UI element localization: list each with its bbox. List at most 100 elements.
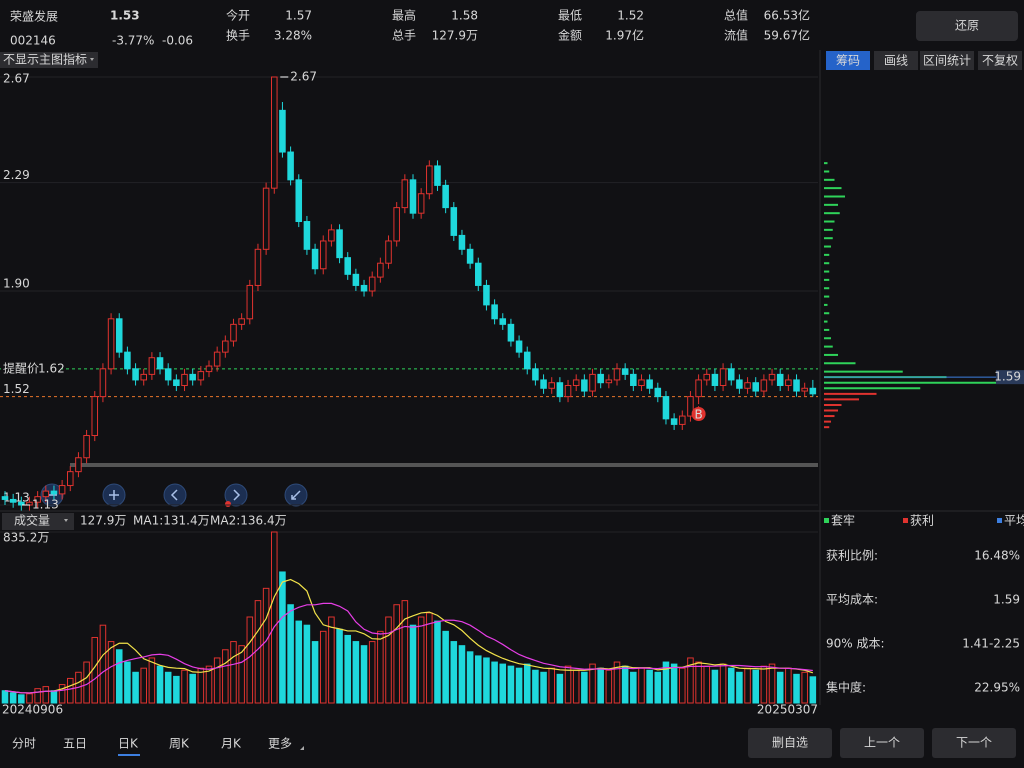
volume-bar bbox=[523, 663, 531, 704]
volume-current: 127.9万 bbox=[80, 514, 126, 528]
volume-bar bbox=[140, 667, 147, 704]
restore-label: 还原 bbox=[955, 19, 979, 33]
volume-bar bbox=[785, 667, 792, 704]
tab[interactable]: 分时 bbox=[12, 737, 36, 751]
candle-body bbox=[58, 485, 66, 495]
chip-stat-value: 1.41-2.25 bbox=[962, 637, 1020, 651]
stat-label: 今开 bbox=[226, 8, 250, 23]
candle-body bbox=[132, 368, 139, 381]
candle-body bbox=[662, 396, 670, 420]
volume-bar bbox=[597, 667, 604, 704]
candle-body bbox=[679, 415, 686, 425]
change-pct: -3.77% bbox=[112, 34, 154, 48]
candle-body bbox=[287, 151, 294, 181]
legend-swatch bbox=[903, 518, 908, 523]
volume-bar bbox=[662, 661, 670, 704]
y-tick-label: 2.67 bbox=[3, 72, 30, 86]
volume-bar bbox=[450, 641, 458, 704]
candle-body bbox=[744, 382, 751, 389]
tool-button[interactable] bbox=[978, 51, 1022, 70]
left[interactable] bbox=[163, 483, 187, 507]
volume-bar bbox=[744, 667, 751, 704]
volume-bar bbox=[752, 669, 759, 704]
signal-marker bbox=[691, 407, 706, 421]
candle-body bbox=[319, 240, 327, 270]
footer-button[interactable] bbox=[932, 728, 1016, 758]
volume-bar bbox=[336, 628, 343, 704]
volume-bar bbox=[703, 665, 711, 704]
tab[interactable]: 周K bbox=[169, 737, 190, 751]
volume-bar bbox=[328, 616, 335, 704]
candle-body bbox=[515, 340, 523, 353]
candle-body bbox=[499, 318, 507, 325]
candle-body bbox=[238, 318, 245, 325]
volume-bar bbox=[638, 667, 645, 704]
candle-body bbox=[450, 207, 458, 236]
volume-bar bbox=[491, 661, 498, 704]
volume-bar bbox=[99, 624, 107, 704]
volume-bar bbox=[589, 663, 596, 704]
candle-body bbox=[173, 379, 180, 386]
candle-body bbox=[230, 323, 237, 342]
candle-body bbox=[605, 379, 613, 384]
candle-body bbox=[621, 368, 629, 375]
caret bbox=[64, 519, 68, 522]
volume-bar bbox=[205, 665, 213, 704]
candle-body bbox=[760, 379, 768, 392]
volume-bar bbox=[564, 665, 572, 704]
stat-label: 金额 bbox=[558, 28, 582, 43]
volume-bar bbox=[466, 651, 474, 704]
candle-body bbox=[115, 318, 123, 353]
candle-body bbox=[703, 373, 711, 381]
candle-body bbox=[279, 109, 286, 153]
footer-button-label: 下一个 bbox=[956, 736, 992, 750]
candle-body bbox=[189, 373, 196, 381]
caret bbox=[90, 58, 94, 61]
tab[interactable]: 月K bbox=[221, 737, 242, 751]
volume-bar bbox=[254, 600, 262, 704]
tool-button[interactable] bbox=[826, 51, 870, 70]
tool-button[interactable] bbox=[920, 51, 974, 70]
date-start: 20240906 bbox=[2, 703, 63, 717]
volume-bar bbox=[115, 649, 123, 704]
footer-button[interactable] bbox=[840, 728, 924, 758]
tab[interactable]: 更多 bbox=[268, 737, 292, 751]
volume-bar bbox=[695, 661, 702, 704]
chip-stat-label: 90% 成本: bbox=[826, 637, 885, 651]
volume-bar bbox=[507, 665, 515, 704]
volume-bar bbox=[230, 641, 237, 704]
candle-body bbox=[222, 340, 229, 353]
candle-body bbox=[409, 179, 417, 214]
chip-stat-value: 1.59 bbox=[993, 593, 1020, 607]
volume-bar bbox=[50, 690, 58, 704]
footer-button[interactable] bbox=[748, 728, 832, 758]
volume-select[interactable] bbox=[2, 513, 74, 530]
tab[interactable]: 五日 bbox=[63, 737, 87, 751]
right[interactable] bbox=[224, 483, 248, 507]
candle-body bbox=[254, 248, 262, 286]
candle-body bbox=[295, 179, 303, 223]
y-tick-label: 835.2万 bbox=[3, 531, 49, 545]
candle-body bbox=[736, 379, 743, 389]
stat-value: 1.52 bbox=[617, 9, 644, 23]
candle-body bbox=[646, 379, 653, 389]
volume-bar bbox=[132, 671, 139, 704]
restore-button[interactable] bbox=[916, 11, 1018, 41]
candle-body bbox=[18, 501, 25, 506]
tool-button[interactable] bbox=[874, 51, 918, 70]
volume-bar bbox=[393, 604, 400, 704]
volume-bar bbox=[581, 671, 588, 704]
stat-value: 1.58 bbox=[451, 9, 478, 23]
ma1-label: MA1:131.4万 bbox=[133, 514, 210, 528]
stat-label: 最高 bbox=[392, 8, 416, 23]
stat-value: 3.28% bbox=[274, 29, 312, 43]
y-tick-label: 2.29 bbox=[3, 168, 30, 182]
tab[interactable]: 日K bbox=[118, 737, 139, 751]
candle-body bbox=[711, 373, 719, 386]
candle-body bbox=[377, 262, 384, 278]
indicator-select[interactable] bbox=[0, 52, 98, 68]
tool-label: 不复权 bbox=[982, 54, 1018, 68]
icon bbox=[291, 490, 301, 500]
legend-label: 获利 bbox=[910, 514, 934, 528]
